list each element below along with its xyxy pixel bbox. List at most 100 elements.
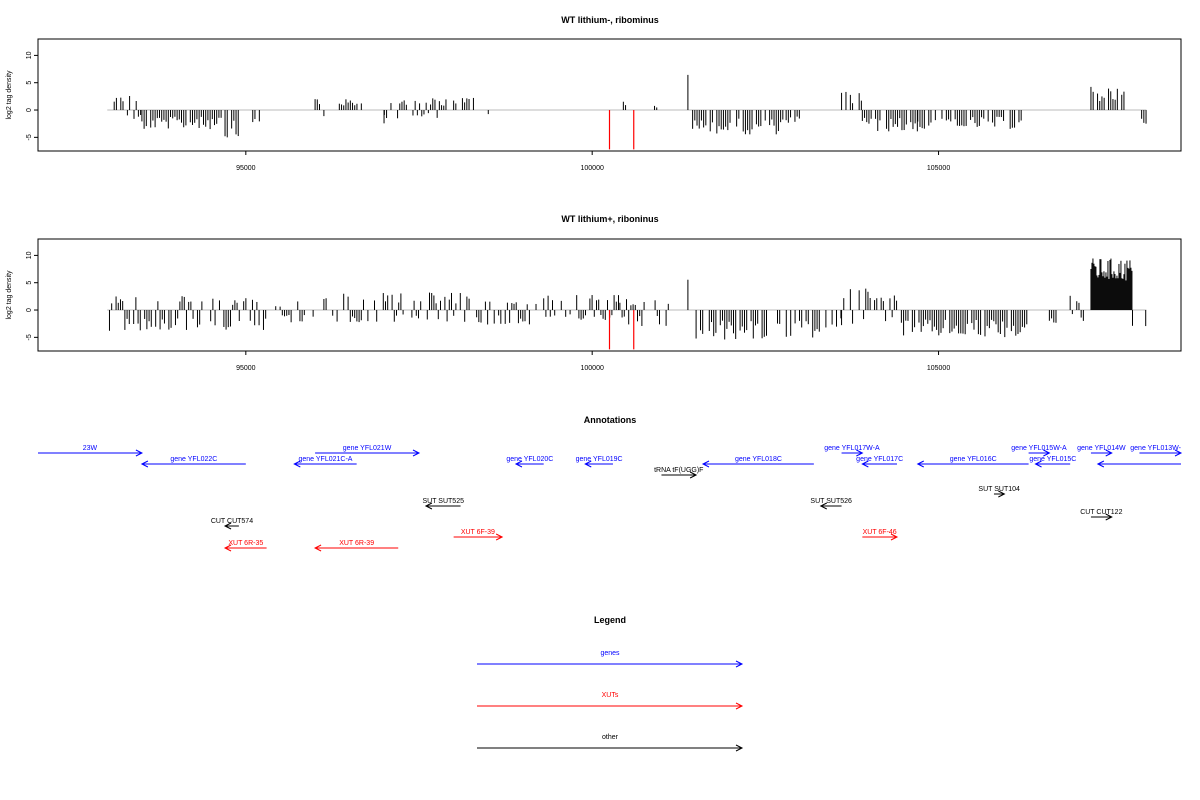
legend-title: Legend <box>594 615 626 625</box>
feature-label: tRNA tF(UGG)F <box>654 467 703 474</box>
y-tick-label: -5 <box>26 134 33 140</box>
feature-arrow-head <box>223 544 232 552</box>
feature-gene: gene YFL014W <box>1077 445 1126 457</box>
feature-label: gene YFL021C-A <box>298 456 352 463</box>
y-axis-label: log2 tag density <box>6 70 13 120</box>
feature-other: SUT SUT525 <box>422 498 464 510</box>
feature-other: SUT SUT104 <box>978 486 1020 498</box>
legend-entries: genes XUTs other <box>477 650 744 752</box>
feature-arrow-head <box>916 460 924 468</box>
y-tick-label: -5 <box>26 334 33 340</box>
x-axis: 95000 100000 105000 <box>236 351 950 372</box>
coverage-panel-lithium-plus: WT lithium+, riboninus log2 tag density … <box>6 214 1182 372</box>
feature-arrow-head <box>856 449 864 457</box>
feature-arrow-head <box>1043 449 1051 457</box>
feature-gene <box>1096 460 1181 468</box>
y-axis: -5 0 5 10 <box>26 51 38 140</box>
y-tick-label: 0 <box>26 308 33 312</box>
feature-arrow-head <box>140 460 149 468</box>
feature-label: gene YFL019C <box>576 456 623 463</box>
legend-arrow-head <box>735 702 744 710</box>
feature-label: SUT SUT526 <box>810 498 852 505</box>
feature-arrow-head <box>701 460 710 468</box>
feature-gene: gene YFL020C <box>506 456 553 468</box>
feature-xut: XUT 6R-35 <box>223 540 267 552</box>
feature-label: SUT SUT104 <box>978 486 1020 493</box>
coverage-bars <box>107 74 1147 150</box>
x-tick-label: 100000 <box>581 165 604 172</box>
feature-other: SUT SUT526 <box>810 498 852 510</box>
feature-other: CUT CUT122 <box>1080 509 1123 521</box>
feature-arrow-head <box>1105 513 1113 521</box>
feature-arrow-head <box>998 490 1006 498</box>
feature-label: XUT 6R-39 <box>339 540 374 547</box>
feature-gene: gene YFL018C <box>701 456 814 468</box>
feature-label: gene YFL014W <box>1077 445 1126 452</box>
y-axis: -5 0 5 10 <box>26 251 38 340</box>
feature-label: gene YFL022C <box>170 456 217 463</box>
feature-arrow-head <box>223 522 232 530</box>
feature-label: CUT CUT122 <box>1080 509 1122 516</box>
x-tick-label: 100000 <box>581 365 604 372</box>
feature-arrow-head <box>1105 449 1113 457</box>
feature-label: CUT CUT574 <box>211 518 253 525</box>
feature-label: gene YFL021W <box>343 445 392 452</box>
feature-arrow-head <box>514 460 523 468</box>
y-tick-label: 0 <box>26 108 33 112</box>
coverage-panel-lithium-minus: WT lithium-, ribominus log2 tag density … <box>6 15 1182 172</box>
feature-xut: XUT 6F-46 <box>862 529 899 541</box>
feature-label: gene YFL018C <box>735 456 782 463</box>
coverage-bars <box>107 258 1147 350</box>
feature-xut: XUT 6R-39 <box>313 540 399 552</box>
feature-gene: gene YFL017C <box>856 456 903 468</box>
y-axis-label: log2 tag density <box>6 270 13 320</box>
feature-arrow-head <box>1034 460 1042 468</box>
plot-frame <box>37 238 1182 352</box>
feature-arrow-head <box>424 502 433 510</box>
feature-label: SUT SUT525 <box>422 498 464 505</box>
panel-title: WT lithium-, ribominus <box>561 15 659 25</box>
x-axis: 95000 100000 105000 <box>236 151 950 172</box>
feature-label: gene YFL017W-A <box>824 445 880 452</box>
feature-arrow-head <box>293 460 301 468</box>
legend-arrow-head <box>735 744 744 752</box>
feature-arrow-head <box>495 533 504 541</box>
feature-label: gene YFL016C <box>950 456 997 463</box>
legend-entry-xut: XUTs <box>477 692 744 710</box>
feature-gene: gene YFL015C <box>1029 456 1076 468</box>
feature-gene: gene YFL021C-A <box>293 456 357 468</box>
feature-gene: gene YFL017W-A <box>824 445 880 457</box>
feature-gene: gene YFL016C <box>916 456 1029 468</box>
y-tick-label: 10 <box>26 251 33 259</box>
x-tick-label: 95000 <box>236 365 256 372</box>
feature-arrow-head <box>689 471 698 479</box>
feature-arrow-head <box>819 502 828 510</box>
legend-label: XUTs <box>602 692 619 699</box>
feature-arrow-head <box>412 449 421 457</box>
plot-frame <box>37 38 1182 152</box>
feature-label: gene YFL015W-A <box>1011 445 1067 452</box>
feature-other: CUT CUT574 <box>211 518 253 530</box>
feature-gene: gene YFL019C <box>576 456 623 468</box>
feature-label: gene YFL017C <box>856 456 903 463</box>
feature-label: XUT 6R-35 <box>228 540 263 547</box>
feature-arrow-head <box>861 460 869 468</box>
feature-label: gene YFL013W- <box>1130 445 1181 452</box>
feature-gene: gene YFL021W <box>315 445 421 457</box>
feature-label: 23W <box>83 445 98 452</box>
x-tick-label: 105000 <box>927 165 950 172</box>
feature-gene: gene YFL013W- <box>1130 445 1183 457</box>
feature-gene: 23W <box>38 445 144 457</box>
legend-entry-other: other <box>477 734 744 752</box>
feature-arrow-head <box>135 449 144 457</box>
x-tick-label: 95000 <box>236 165 256 172</box>
legend: Legend genes XUTs other <box>477 615 744 752</box>
feature-xut: XUT 6F-39 <box>453 529 504 541</box>
panel-title: WT lithium+, riboninus <box>561 214 658 224</box>
feature-arrow-head <box>313 544 322 552</box>
feature-label: XUT 6F-46 <box>863 529 897 536</box>
feature-gene: gene YFL015W-A <box>1011 445 1067 457</box>
y-tick-label: 5 <box>26 81 33 85</box>
annotation-features: 23W gene YFL022C gene YFL021W gene YFL021C-… <box>38 445 1183 552</box>
y-tick-label: 10 <box>26 51 33 59</box>
